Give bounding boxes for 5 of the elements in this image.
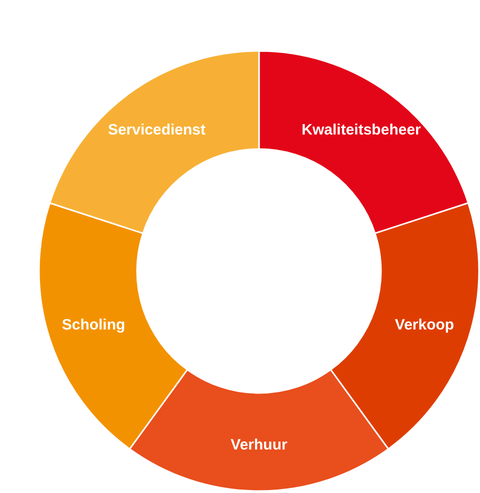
slice-label: Servicedienst — [108, 122, 206, 139]
slice-label: Kwaliteitsbeheer — [302, 122, 422, 139]
slice-label: Verhuur — [230, 436, 288, 454]
slice-label: Verkoop — [394, 316, 454, 334]
slice-label: Scholing — [62, 316, 126, 334]
